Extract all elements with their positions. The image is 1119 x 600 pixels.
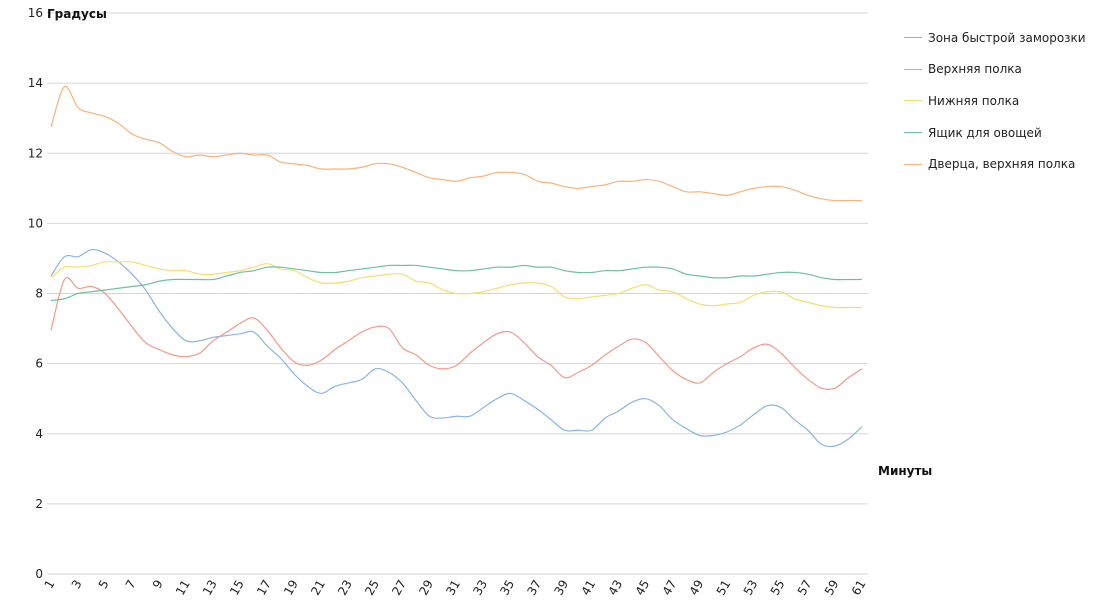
legend-item: Зона быстрой заморозки [904,22,1086,54]
legend-item: Нижняя полка [904,85,1086,117]
x-tick-label: 17 [254,578,274,598]
legend-label: Дверца, верхняя полка [928,157,1076,172]
x-tick-label: 37 [524,578,544,598]
x-tick-label: 13 [200,578,220,598]
x-tick-label: 35 [497,578,517,598]
legend-swatch [904,37,922,39]
y-tick-label: 6 [35,357,43,371]
x-tick-label: 49 [687,578,707,598]
x-tick-label: 55 [768,578,788,598]
x-tick-label: 15 [227,578,247,598]
x-tick-label: 59 [822,578,842,598]
x-tick-label: 33 [470,578,490,598]
legend-swatch [904,132,922,134]
series-line-4 [50,264,862,302]
series-line-3 [50,261,862,309]
x-tick-label: 31 [443,578,463,598]
y-tick-label: 8 [35,287,43,301]
y-tick-label: 2 [35,497,43,511]
series-line-1 [50,248,863,448]
x-tick-label: 45 [633,578,653,598]
legend-swatch [904,100,922,102]
legend-swatch [904,163,922,165]
x-tick-label: 5 [96,578,112,592]
x-tick-label: 61 [849,578,869,598]
y-axis-title: Градусы [47,7,107,21]
y-tick-label: 0 [35,567,43,581]
legend-item: Дверца, верхняя полка [904,148,1086,180]
x-tick-label: 25 [362,578,382,598]
y-tick-label: 14 [28,76,43,90]
x-tick-label: 39 [551,578,571,598]
legend: Зона быстрой заморозки Верхняя полка Нижня… [904,22,1086,180]
series-line-5 [50,85,862,202]
x-tick-labels: 1 3 5 7 9 11 13 15 17 19 21 23 25 27 29 31 33 35 37 39 41 43 4… [42,578,869,598]
series-lines [50,85,863,448]
y-tick-label: 4 [35,427,43,441]
x-tick-label: 11 [173,578,193,598]
x-tick-label: 53 [741,578,761,598]
legend-item: Ящик для овощей [904,117,1086,149]
x-tick-label: 3 [69,578,85,592]
x-tick-label: 43 [606,578,626,598]
y-tick-label: 16 [28,6,43,20]
x-tick-label: 23 [335,578,355,598]
legend-label: Ящик для овощей [928,125,1042,140]
x-tick-label: 51 [714,578,734,598]
x-tick-label: 19 [281,578,301,598]
y-tick-labels: 0 2 4 6 8 10 12 14 16 [28,6,43,581]
y-tick-label: 10 [28,216,43,230]
x-axis-title: Минуты [878,464,932,478]
x-tick-label: 41 [578,578,598,598]
series-line-2 [50,277,863,390]
legend-item: Верхняя полка [904,54,1086,86]
x-tick-label: 47 [660,578,680,598]
x-tick-label: 27 [389,578,409,598]
legend-swatch [904,68,922,70]
legend-label: Зона быстрой заморозки [928,30,1086,45]
legend-label: Нижняя полка [928,93,1020,108]
y-tick-label: 12 [28,146,43,160]
x-tick-label: 9 [150,578,166,592]
x-tick-label: 57 [795,578,815,598]
x-tick-label: 7 [123,578,139,592]
x-tick-label: 21 [308,578,328,598]
x-tick-label: 29 [416,578,436,598]
x-tick-label: 1 [42,578,58,592]
legend-label: Верхняя полка [928,62,1022,77]
